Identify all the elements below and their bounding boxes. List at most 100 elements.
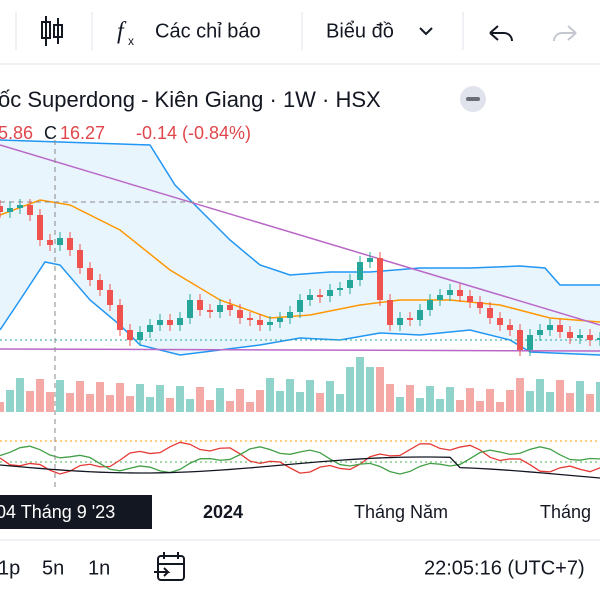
- candle-body: [7, 208, 13, 212]
- volume-bar: [16, 378, 24, 412]
- candle-body: [347, 280, 353, 288]
- volume-bar: [46, 392, 54, 412]
- candle-body: [327, 290, 333, 296]
- candle-body: [297, 300, 303, 312]
- candle-body: [307, 295, 313, 300]
- volume-bar: [596, 382, 600, 412]
- interval-button[interactable]: 1n: [88, 557, 110, 579]
- candle-body: [537, 330, 543, 335]
- candle-body: [77, 250, 83, 268]
- toolbar: f x Các chỉ báo Biểu đồ: [0, 12, 600, 65]
- volume-bar: [326, 381, 334, 412]
- volume-bar: [156, 385, 164, 412]
- candle-body: [87, 268, 93, 280]
- candle-body: [107, 290, 113, 305]
- candle-body: [467, 296, 473, 302]
- volume-bar: [206, 400, 214, 412]
- oscillator-line: [0, 445, 600, 475]
- volume-bar: [386, 384, 394, 412]
- volume-bar: [546, 392, 554, 412]
- cursor-time-label: 04 Tháng 9 '23: [0, 502, 115, 522]
- volume-bar: [266, 378, 274, 412]
- candle-body: [127, 330, 133, 340]
- volume-bar: [486, 389, 494, 412]
- clock: 22:05:16 (UTC+7): [424, 557, 585, 579]
- candle-body: [547, 325, 553, 330]
- volume-bar: [26, 391, 34, 412]
- volume-bar: [366, 367, 374, 412]
- candle-body: [137, 332, 143, 340]
- fx-icon[interactable]: f: [117, 19, 127, 45]
- volume-bar: [276, 391, 284, 412]
- collapse-icon: [466, 97, 480, 101]
- calendar-icon[interactable]: [154, 552, 185, 581]
- volume-bar: [256, 390, 264, 412]
- volume-bar: [196, 387, 204, 412]
- candle-body: [577, 335, 583, 338]
- volume-bar: [0, 402, 4, 412]
- candle-body: [247, 318, 253, 320]
- candle-body: [517, 330, 523, 350]
- volume-bar: [86, 394, 94, 412]
- redo[interactable]: [553, 25, 577, 42]
- candle-body: [157, 320, 163, 325]
- candle-body: [397, 318, 403, 325]
- volume-bar: [136, 384, 144, 412]
- candle-body: [147, 325, 153, 332]
- candle-body: [497, 318, 503, 325]
- candle-body: [507, 325, 513, 330]
- volume-bar: [306, 380, 314, 412]
- volume-bar: [146, 397, 154, 412]
- candle-icon[interactable]: [41, 16, 63, 46]
- band-fill: [0, 140, 600, 355]
- candle-body: [337, 288, 343, 290]
- volume-bar: [96, 382, 104, 412]
- time-label: Tháng Năm: [354, 502, 448, 522]
- candle-body: [417, 310, 423, 320]
- volume-bar: [6, 390, 14, 412]
- fx-icon-x: x: [128, 34, 134, 48]
- interval-button[interactable]: 1p: [0, 557, 20, 579]
- undo[interactable]: [489, 25, 513, 42]
- candle-body: [57, 238, 63, 245]
- candle-body: [407, 318, 413, 320]
- candle-body: [597, 338, 600, 340]
- volume-bar: [586, 394, 594, 412]
- volume-bar: [56, 380, 64, 412]
- candle-body: [567, 332, 573, 338]
- trend-line: [0, 144, 600, 326]
- candle-body: [187, 300, 193, 318]
- candle-body: [197, 300, 203, 310]
- interval-button[interactable]: 5n: [42, 557, 64, 579]
- candle-body: [257, 320, 263, 325]
- volume-bar: [566, 393, 574, 412]
- candle-body: [387, 300, 393, 325]
- candle-body: [447, 290, 453, 295]
- volume-bar: [66, 393, 74, 412]
- candle-body: [207, 310, 213, 312]
- volume-bar: [496, 402, 504, 412]
- candle-body: [177, 318, 183, 325]
- volume-bar: [356, 357, 364, 412]
- candle-body: [37, 215, 43, 240]
- candle-body: [27, 205, 33, 215]
- candle-body: [587, 335, 593, 340]
- chart-button[interactable]: Biểu đồ: [326, 20, 394, 42]
- volume-bar: [286, 379, 294, 412]
- support-line: [0, 348, 600, 352]
- volume-bar: [476, 401, 484, 412]
- volume-bar: [556, 380, 564, 412]
- candle-body: [217, 305, 223, 312]
- volume-bar: [116, 383, 124, 412]
- indicators-button[interactable]: Các chỉ báo: [155, 20, 261, 42]
- volume-bar: [536, 379, 544, 412]
- candle-body: [437, 295, 443, 300]
- candle-body: [167, 320, 173, 325]
- candle-body: [117, 305, 123, 330]
- volume-bar: [416, 398, 424, 412]
- band-lower: [0, 261, 600, 356]
- candle-body: [287, 312, 293, 318]
- volume-bar: [236, 389, 244, 412]
- time-label: Tháng: [540, 502, 591, 522]
- volume-bar: [106, 395, 114, 412]
